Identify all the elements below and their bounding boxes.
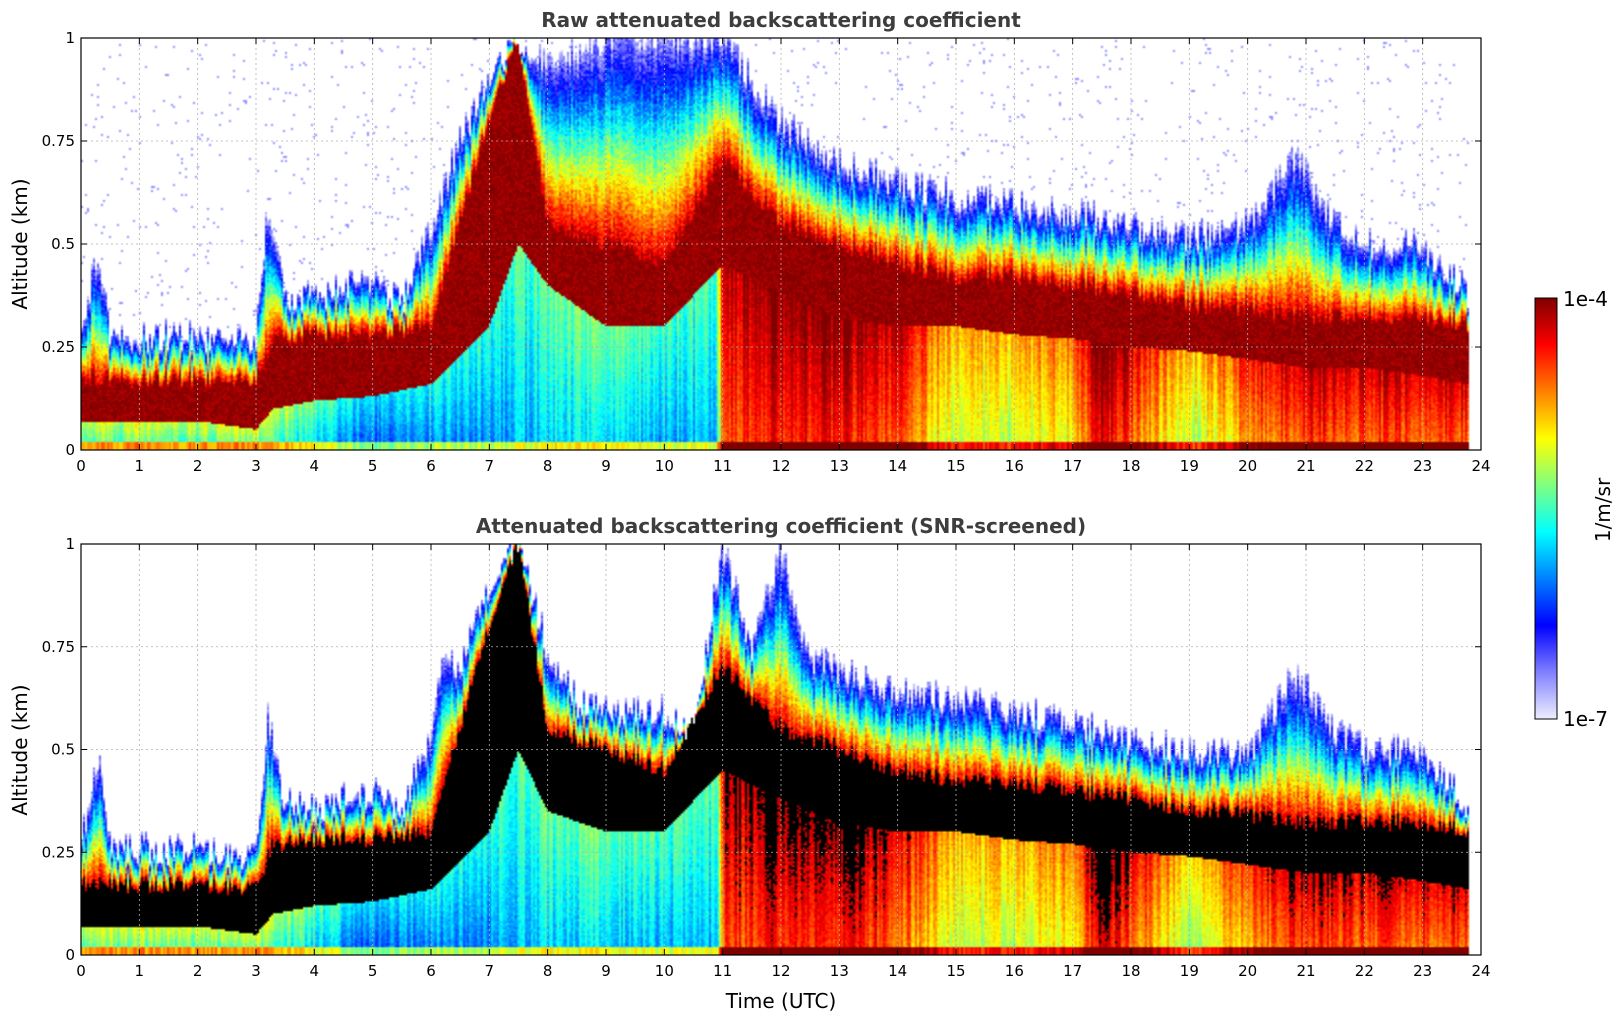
x-tick-label: 10	[655, 457, 674, 475]
x-tick-label: 16	[1005, 457, 1024, 475]
x-tick-label: 19	[1180, 962, 1199, 980]
y-tick-label: 1	[65, 29, 75, 47]
x-tick-label: 14	[888, 457, 907, 475]
y-tick-label: 0.75	[42, 638, 75, 656]
y-tick-label: 1	[65, 535, 75, 553]
x-tick-label: 24	[1471, 962, 1490, 980]
grid-lines	[81, 544, 1481, 955]
y-tick-label: 0.75	[42, 132, 75, 150]
x-tick-label: 12	[771, 962, 790, 980]
x-tick-label: 23	[1413, 962, 1432, 980]
x-tick-label: 21	[1296, 962, 1315, 980]
x-axis-ticks: 0 1 2 3 4 5 6 7 8 9 10 11 12 13 14 15 16 17 18 19 20 21 22 23 24	[76, 38, 1491, 475]
x-tick-label: 22	[1355, 457, 1374, 475]
x-tick-label: 20	[1238, 457, 1257, 475]
x-tick-label: 15	[946, 457, 965, 475]
snr-screened-panel: Attenuated backscattering coefficient (S…	[8, 514, 1491, 1013]
x-tick-label: 20	[1238, 962, 1257, 980]
colorbar: 1e-4 1e-7 1/m/sr	[1534, 287, 1615, 731]
x-tick-label: 3	[251, 962, 261, 980]
x-tick-label: 2	[193, 962, 203, 980]
x-tick-label: 8	[543, 457, 553, 475]
x-tick-label: 1	[135, 457, 145, 475]
colorbar-unit-label: 1/m/sr	[1591, 477, 1615, 542]
x-tick-label: 11	[713, 962, 732, 980]
x-tick-label: 3	[251, 457, 261, 475]
x-tick-label: 22	[1355, 962, 1374, 980]
chart-title: Raw attenuated backscattering coefficien…	[541, 8, 1021, 32]
y-axis-ticks: 0 0.25 0.5 0.75 1	[42, 535, 1481, 964]
x-tick-label: 13	[830, 962, 849, 980]
x-tick-label: 15	[946, 962, 965, 980]
x-tick-label: 10	[655, 962, 674, 980]
y-axis-ticks: 0 0.25 0.5 0.75 1	[42, 29, 1481, 459]
x-tick-label: 7	[485, 962, 495, 980]
x-tick-label: 0	[76, 962, 86, 980]
grid-lines	[81, 38, 1481, 450]
colorbar-min-label: 1e-7	[1563, 707, 1608, 731]
x-tick-label: 24	[1471, 457, 1490, 475]
x-tick-label: 18	[1121, 457, 1140, 475]
x-axis-ticks: 0 1 2 3 4 5 6 7 8 9 10 11 12 13 14 15 16 17 18 19 20 21 22 23 24	[76, 544, 1491, 980]
colorbar-gradient	[1534, 297, 1558, 720]
x-tick-label: 17	[1063, 457, 1082, 475]
x-tick-label: 14	[888, 962, 907, 980]
y-axis-label: Altitude (km)	[8, 178, 32, 309]
x-tick-label: 19	[1180, 457, 1199, 475]
x-tick-label: 5	[368, 457, 378, 475]
x-tick-label: 0	[76, 457, 86, 475]
raw-backscatter-panel: Raw attenuated backscattering coefficien…	[8, 8, 1491, 475]
x-tick-label: 18	[1121, 962, 1140, 980]
x-axis-label: Time (UTC)	[725, 989, 837, 1013]
y-tick-label: 0.5	[51, 235, 75, 253]
x-tick-label: 11	[713, 457, 732, 475]
y-tick-label: 0.25	[42, 843, 75, 861]
x-tick-label: 6	[426, 962, 436, 980]
x-tick-label: 16	[1005, 962, 1024, 980]
colorbar-max-label: 1e-4	[1563, 287, 1608, 311]
y-axis-label: Altitude (km)	[8, 684, 32, 815]
x-tick-label: 9	[601, 457, 611, 475]
x-tick-label: 4	[310, 457, 320, 475]
y-tick-label: 0.5	[51, 741, 75, 759]
x-tick-label: 17	[1063, 962, 1082, 980]
x-tick-label: 2	[193, 457, 203, 475]
x-tick-label: 8	[543, 962, 553, 980]
y-tick-label: 0	[65, 441, 75, 459]
x-tick-label: 23	[1413, 457, 1432, 475]
y-tick-label: 0	[65, 946, 75, 964]
chart-title: Attenuated backscattering coefficient (S…	[476, 514, 1086, 538]
y-tick-label: 0.25	[42, 338, 75, 356]
x-tick-label: 13	[830, 457, 849, 475]
x-tick-label: 5	[368, 962, 378, 980]
x-tick-label: 7	[485, 457, 495, 475]
x-tick-label: 4	[310, 962, 320, 980]
x-tick-label: 1	[135, 962, 145, 980]
x-tick-label: 21	[1296, 457, 1315, 475]
x-tick-label: 12	[771, 457, 790, 475]
x-tick-label: 9	[601, 962, 611, 980]
x-tick-label: 6	[426, 457, 436, 475]
